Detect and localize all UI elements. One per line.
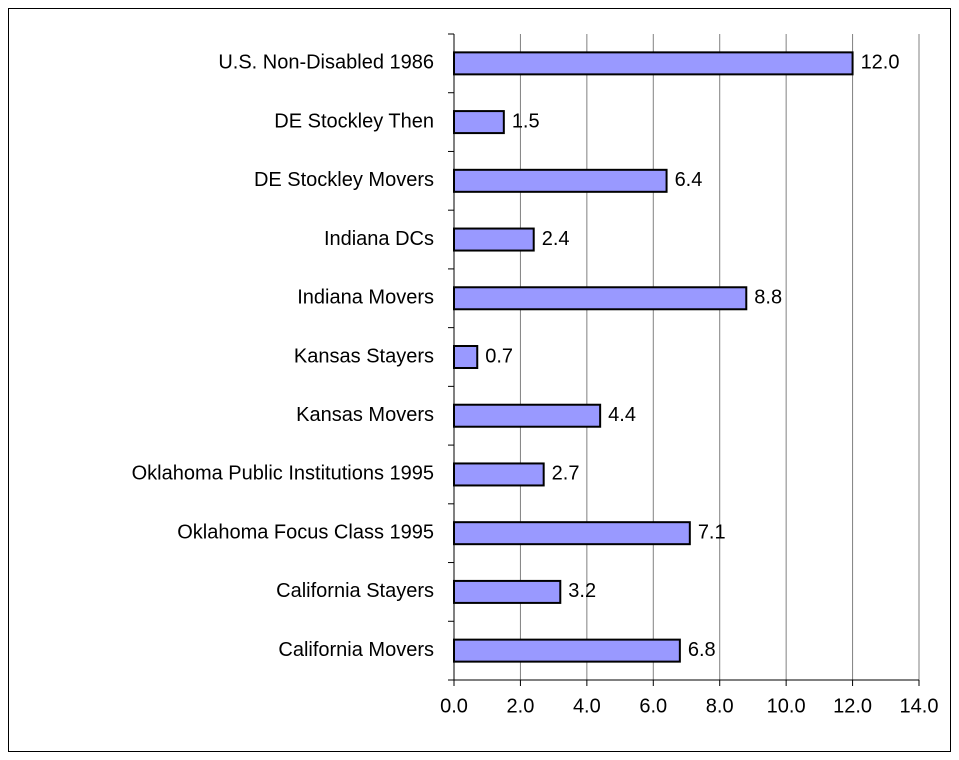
y-tick-label: California Stayers [276,580,434,602]
x-tick-label: 14.0 [900,695,939,717]
y-tick-label: U.S. Non-Disabled 1986 [218,52,434,74]
x-tick-label: 6.0 [639,695,667,717]
x-tick-label: 0.0 [440,695,468,717]
bar [453,110,505,135]
y-tick-label: Kansas Movers [296,404,434,426]
data-label: 1.5 [512,110,540,132]
y-tick-label: DE Stockley Then [274,110,434,132]
bar [453,286,748,311]
bar [453,227,535,252]
data-label: 2.7 [552,463,580,485]
data-label: 2.4 [542,228,570,250]
y-tick-label: California Movers [278,639,434,661]
x-tick-label: 4.0 [573,695,601,717]
data-label: 6.4 [675,169,703,191]
y-tick-label: DE Stockley Movers [254,169,434,191]
bar [453,579,562,604]
y-tick-label: Indiana DCs [324,228,434,250]
y-tick-label: Oklahoma Focus Class 1995 [177,521,434,543]
data-label: 4.4 [608,404,636,426]
data-label: 0.7 [485,345,513,367]
y-tick-label: Indiana Movers [297,287,434,309]
data-label: 3.2 [568,580,596,602]
data-label: 8.8 [754,287,782,309]
y-tick-label: Oklahoma Public Institutions 1995 [132,463,434,485]
data-label: 7.1 [698,521,726,543]
bar [453,345,479,369]
y-tick-label: Kansas Stayers [294,345,434,367]
data-label: 12.0 [861,52,900,74]
x-tick-label: 12.0 [833,695,872,717]
bar [453,168,668,193]
bar [453,638,681,663]
x-tick-label: 8.0 [706,695,734,717]
data-label: 6.8 [688,639,716,661]
bar [453,462,545,487]
bar [453,51,854,76]
bar [453,403,602,428]
bar [453,521,691,546]
x-tick-label: 10.0 [767,695,806,717]
x-tick-label: 2.0 [507,695,535,717]
